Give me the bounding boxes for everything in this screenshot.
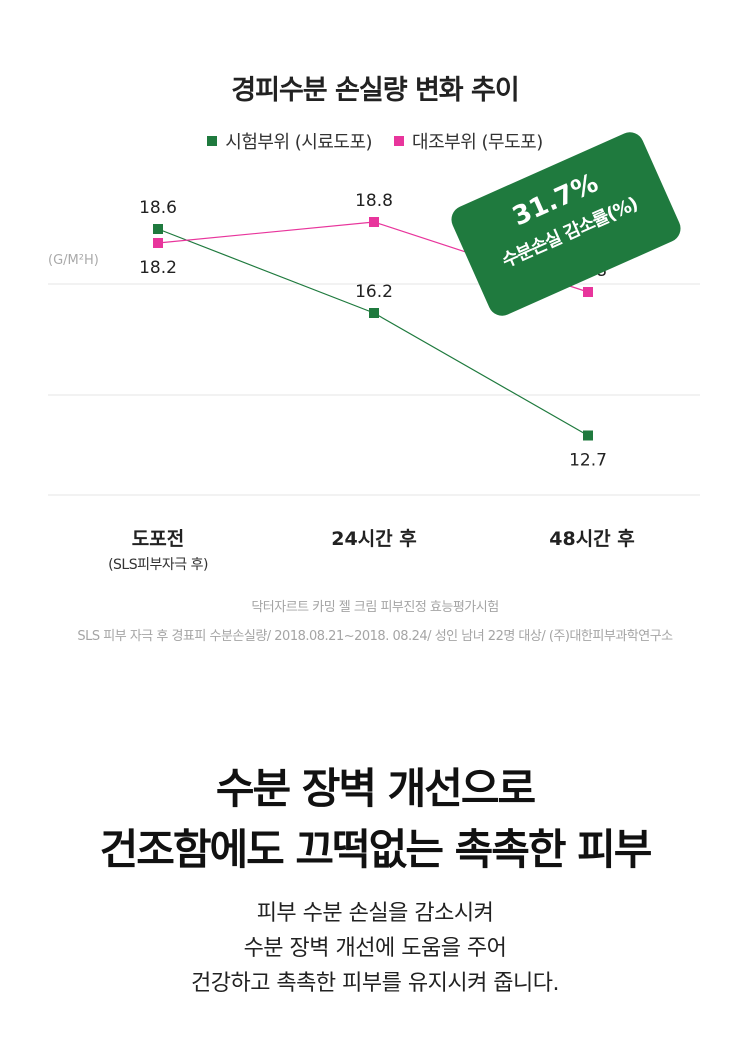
series-1-point-0 (153, 238, 163, 248)
legend-label-control: 대조부위 (무도포) (412, 132, 543, 153)
series-1-point-2 (583, 287, 593, 297)
series-0-label-2: 12.7 (569, 451, 607, 471)
body-line-3: 건강하고 촉촉한 피부를 유지시켜 줍니다. (190, 971, 560, 996)
headline-line-2: 건조함에도 끄떡없는 촉촉한 피부 (99, 825, 653, 874)
source-line-2: SLS 피부 자극 후 경표피 수분손실량/ 2018.08.21~2018. … (77, 629, 673, 644)
x-category-1: 24시간 후 (331, 528, 417, 550)
series-0-point-0 (153, 224, 163, 234)
chart-title: 경피수분 손실량 변화 추이 (231, 75, 519, 106)
headline-line-1: 수분 장벽 개선으로 (215, 764, 536, 813)
legend-swatch-test (207, 136, 218, 146)
legend-label-test: 시험부위 (시료도포) (225, 132, 373, 153)
series-0-label-1: 16.2 (355, 282, 393, 302)
series-0-point-1 (369, 308, 379, 318)
body-line-2: 수분 장벽 개선에 도움을 주어 (243, 936, 507, 961)
x-category-0-sub: (SLS피부자극 후) (108, 557, 208, 573)
y-unit-label: (G/M²H) (48, 253, 99, 268)
legend-item-control: 대조부위 (무도포) (394, 128, 543, 154)
series-1-label-0: 18.2 (139, 258, 177, 278)
source-line-1: 닥터자르트 카밍 젤 크림 피부진정 효능평가시험 (251, 600, 499, 615)
legend-swatch-control (394, 136, 405, 146)
series-0-point-2 (583, 430, 593, 441)
x-category-0: 도포전 (131, 528, 185, 550)
series-1-point-1 (369, 217, 379, 227)
body-line-1: 피부 수분 손실을 감소시켜 (256, 901, 494, 926)
legend-item-test: 시험부위 (시료도포) (207, 128, 373, 154)
x-category-2: 48시간 후 (549, 528, 635, 550)
series-0-label-0: 18.6 (139, 198, 177, 218)
series-1-label-1: 18.8 (355, 191, 393, 211)
chart-legend: 시험부위 (시료도포) 대조부위 (무도포) (0, 128, 750, 154)
